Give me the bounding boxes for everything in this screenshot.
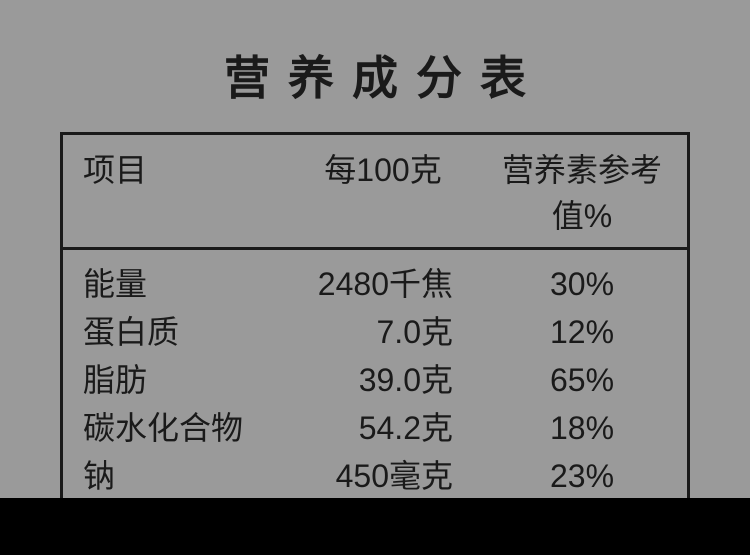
cell-value: 2480千焦 [283, 260, 483, 308]
cell-name: 蛋白质 [83, 308, 283, 356]
table-header: 项目 每100克 营养素参考值% [63, 135, 687, 250]
cell-nrv: 65% [483, 356, 671, 404]
table-row: 钠 450毫克 23% [83, 452, 671, 500]
cell-value: 450毫克 [283, 452, 483, 500]
cell-nrv: 30% [483, 260, 671, 308]
cell-name: 钠 [83, 452, 283, 500]
table-row: 碳水化合物 54.2克 18% [83, 404, 671, 452]
cell-value: 7.0克 [283, 308, 483, 356]
bottom-bar [0, 498, 750, 555]
header-col-name: 项目 [83, 145, 283, 237]
cell-nrv: 12% [483, 308, 671, 356]
nutrition-table: 项目 每100克 营养素参考值% 能量 2480千焦 30% 蛋白质 7.0克 … [60, 132, 690, 521]
cell-nrv: 23% [483, 452, 671, 500]
table-row: 蛋白质 7.0克 12% [83, 308, 671, 356]
cell-value: 39.0克 [283, 356, 483, 404]
cell-name: 脂肪 [83, 356, 283, 404]
cell-value: 54.2克 [283, 404, 483, 452]
table-row: 能量 2480千焦 30% [83, 260, 671, 308]
header-col-nrv: 营养素参考值% [483, 145, 671, 237]
cell-name: 能量 [83, 260, 283, 308]
header-col-value: 每100克 [283, 145, 483, 237]
cell-name: 碳水化合物 [83, 404, 283, 452]
table-body: 能量 2480千焦 30% 蛋白质 7.0克 12% 脂肪 39.0克 65% … [63, 250, 687, 518]
table-row: 脂肪 39.0克 65% [83, 356, 671, 404]
page-title: 营养成分表 [0, 0, 750, 132]
cell-nrv: 18% [483, 404, 671, 452]
